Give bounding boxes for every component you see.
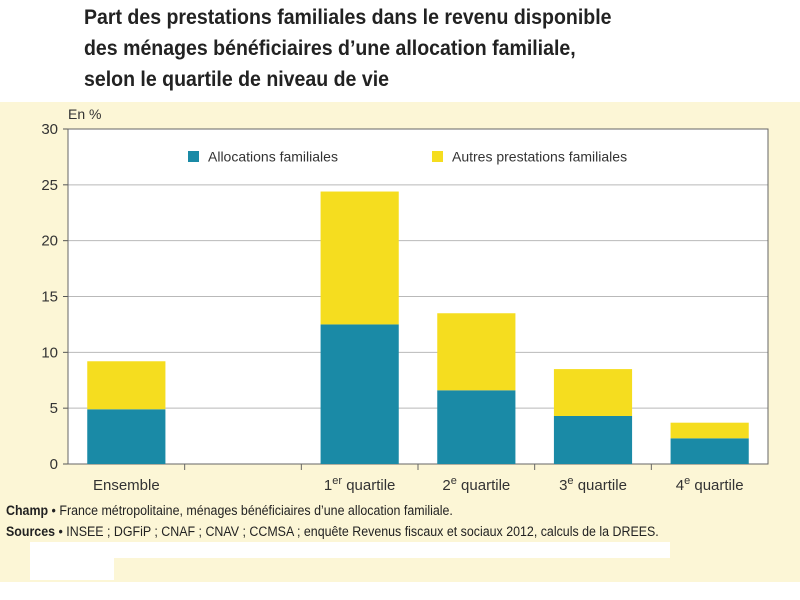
bar-segment (87, 361, 166, 410)
title-line: selon le quartile de niveau de vie (84, 68, 389, 91)
champ-note: Champ • France métropolitaine, ménages b… (6, 500, 659, 521)
bar-segment (553, 415, 633, 464)
champ-label: Champ (6, 503, 49, 518)
legend-label: Allocations familiales (208, 149, 338, 165)
bar-segment (87, 409, 166, 464)
y-tick-label: 10 (41, 344, 58, 361)
sources-text: • INSEE ; DGFiP ; CNAF ; CNAV ; CCMSA ; … (55, 524, 659, 539)
y-tick-label: 5 (50, 400, 58, 417)
bar-segment (437, 390, 516, 464)
bar-segment (320, 324, 399, 464)
title-line: des ménages bénéficiaires d’une allocati… (84, 37, 576, 60)
legend-label: Autres prestations familiales (452, 149, 627, 165)
chart-notes: Champ • France métropolitaine, ménages b… (6, 500, 659, 542)
title-line: Part des prestations familiales dans le … (84, 6, 612, 29)
bar-segment (553, 369, 633, 416)
chart-title: Part des prestations familiales dans le … (84, 2, 735, 95)
x-tick-label: 1er quartile (324, 475, 396, 494)
y-tick-label: 20 (41, 233, 58, 250)
bar-segment (437, 313, 516, 391)
y-tick-label: 25 (41, 177, 58, 194)
bar-segment (320, 191, 399, 325)
x-tick-label: 3e quartile (559, 475, 627, 494)
y-tick-label: 15 (41, 289, 58, 306)
champ-text: • France métropolitaine, ménages bénéfic… (48, 503, 453, 518)
x-tick-label: 4e quartile (676, 475, 744, 494)
x-tick-label: Ensemble (93, 477, 160, 494)
blank-strip (30, 558, 114, 580)
y-tick-label: 30 (41, 121, 58, 138)
blank-strip (30, 542, 670, 558)
sources-note: Sources • INSEE ; DGFiP ; CNAF ; CNAV ; … (6, 521, 659, 542)
x-tick-label: 2e quartile (442, 475, 510, 494)
legend-swatch (432, 151, 443, 162)
bar-segment (670, 438, 749, 464)
legend-swatch (188, 151, 199, 162)
sources-label: Sources (6, 524, 56, 539)
y-tick-label: 0 (50, 456, 58, 473)
y-axis-label: En % (68, 106, 101, 122)
bar-segment (670, 422, 749, 439)
